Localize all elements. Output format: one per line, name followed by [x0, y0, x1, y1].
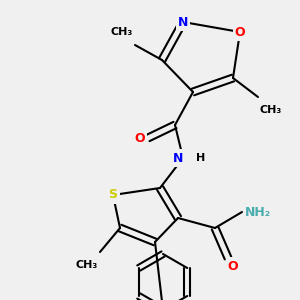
- Text: O: O: [228, 260, 238, 272]
- Text: CH₃: CH₃: [111, 27, 133, 37]
- Text: CH₃: CH₃: [76, 260, 98, 270]
- Text: H: H: [196, 153, 206, 163]
- Text: CH₃: CH₃: [260, 105, 282, 115]
- Text: N: N: [173, 152, 183, 164]
- Text: S: S: [109, 188, 118, 202]
- Text: NH₂: NH₂: [245, 206, 271, 218]
- Text: N: N: [178, 16, 188, 28]
- Text: O: O: [235, 26, 245, 38]
- Text: O: O: [135, 131, 145, 145]
